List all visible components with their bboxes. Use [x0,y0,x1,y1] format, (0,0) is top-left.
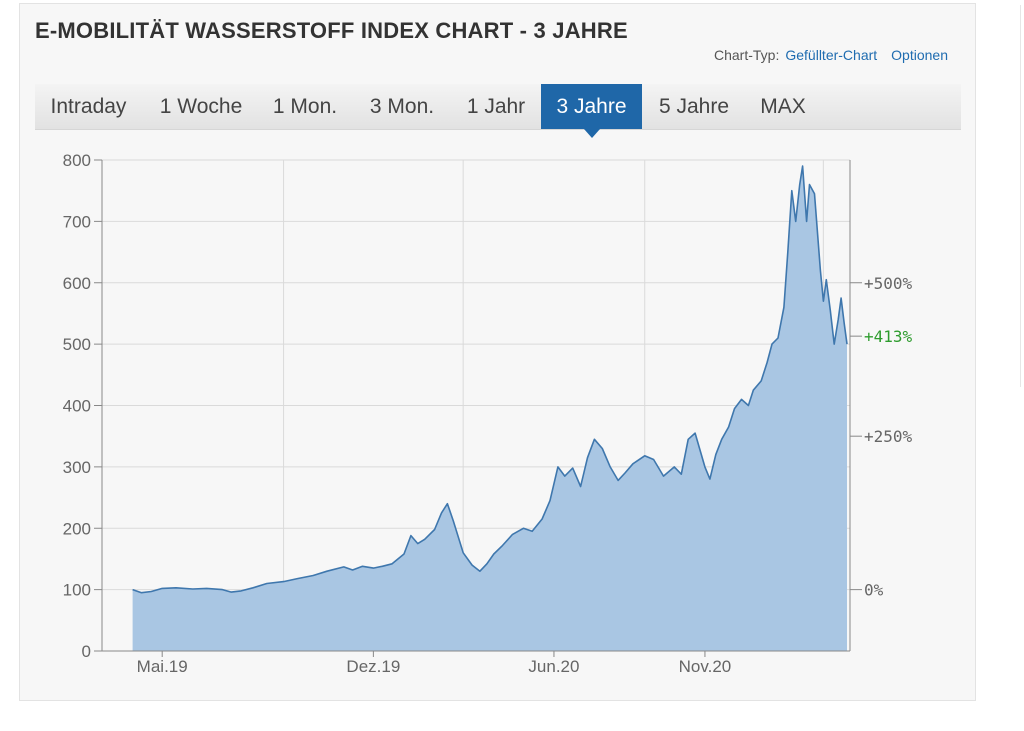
y-tick-label: 100 [63,581,91,600]
tab-max[interactable]: MAX [760,95,806,118]
y-tick-label: 400 [63,397,91,416]
chart-type-label: Chart-Typ: [714,47,780,63]
y-tick-label: 0 [82,642,91,661]
x-axis-ticks: Mai.19 Dez.19 Jun.20 Nov.20 [137,651,732,676]
right-tick-label: 0% [864,581,884,600]
x-tick-label: Nov.20 [679,657,732,676]
x-tick-label: Jun.20 [528,657,579,676]
x-tick-label: Dez.19 [346,657,400,676]
chart-type-controls: Chart-Typ: Gefüllter-Chart Optionen [714,47,948,63]
tab-1-woche[interactable]: 1 Woche [159,95,243,118]
price-area [132,166,848,651]
y-tick-label: 600 [63,274,91,293]
tab-1-jahr[interactable]: 1 Jahr [466,95,526,118]
page-title: E-MOBILITÄT WASSERSTOFF INDEX CHART - 3 … [35,18,628,43]
right-tick-label: +500% [864,274,913,293]
side-divider [1020,5,1021,387]
y-axis-ticks: 0 100 200 300 400 500 600 700 800 [63,151,102,661]
price-line [132,165,848,594]
x-tick-label: Mai.19 [137,657,188,676]
options-link[interactable]: Optionen [891,47,948,63]
tab-3-jahre[interactable]: 3 Jahre [541,84,642,138]
tab-3-mon[interactable]: 3 Mon. [369,95,435,118]
timeframe-tabs: Intraday 1 Woche 1 Mon. 3 Mon. 1 Jahr 3 … [35,84,961,138]
tab-5-jahre[interactable]: 5 Jahre [658,95,730,118]
y-tick-label: 500 [63,335,91,354]
y-tick-label: 700 [63,212,91,231]
y-tick-label: 300 [63,458,91,477]
right-tick-label: +413% [864,327,913,346]
tab-intraday[interactable]: Intraday [50,95,127,118]
y-tick-label: 200 [63,519,91,538]
chart-type-link[interactable]: Gefüllter-Chart [785,47,878,63]
right-axis-ticks: +500% +413% +250% 0% [850,274,913,600]
tab-1-mon[interactable]: 1 Mon. [272,95,338,118]
right-tick-label: +250% [864,427,913,446]
y-tick-label: 800 [63,151,91,170]
